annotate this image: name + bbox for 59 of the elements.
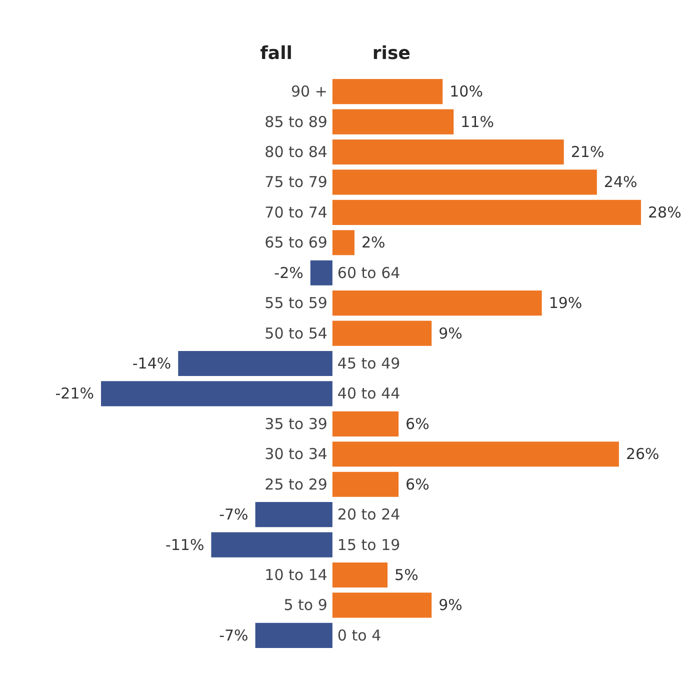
y-tick-label: 10 to 14 [264, 566, 328, 584]
bar [211, 532, 332, 558]
y-tick-label: 90 + [290, 82, 328, 101]
data-label: 9% [438, 324, 462, 342]
bar [332, 592, 432, 618]
y-tick-label: 60 to 64 [337, 264, 400, 282]
bar [332, 411, 399, 436]
y-tick-label: 40 to 44 [337, 384, 400, 403]
data-label: -11% [165, 536, 204, 554]
data-label: 2% [361, 234, 386, 252]
y-tick-label: 50 to 54 [264, 324, 328, 342]
text: fall [260, 43, 292, 64]
data-label: 21% [570, 142, 604, 161]
bar [101, 381, 332, 406]
y-tick-label: 20 to 24 [337, 506, 400, 524]
y-tick-label: 75 to 79 [264, 173, 328, 192]
y-tick-label: 0 to 4 [337, 626, 382, 644]
bar [332, 472, 399, 497]
data-label: -7% [219, 626, 248, 644]
bar [332, 200, 641, 225]
data-label: 9% [438, 596, 462, 614]
data-label: -7% [219, 506, 248, 524]
y-tick-label: 30 to 34 [264, 445, 328, 464]
y-tick-label: 15 to 19 [337, 536, 400, 554]
text: rise [372, 43, 410, 64]
data-label: 6% [406, 414, 430, 433]
y-tick-label: 65 to 69 [264, 234, 328, 252]
bar [332, 109, 454, 134]
bar [332, 230, 354, 256]
bar [332, 170, 597, 195]
y-tick-label: 45 to 49 [337, 354, 400, 372]
bar [178, 350, 332, 376]
y-tick-label: 55 to 59 [264, 294, 328, 312]
y-tick-label: 25 to 29 [264, 475, 328, 494]
bar [255, 502, 332, 528]
data-label: -21% [55, 384, 94, 403]
y-tick-label: 35 to 39 [264, 414, 328, 433]
bar [332, 562, 388, 588]
data-label: 5% [394, 566, 418, 584]
bar [332, 290, 542, 316]
data-label: 28% [648, 203, 682, 222]
data-label: -2% [274, 264, 304, 282]
data-label: 24% [604, 173, 638, 192]
y-tick-label: 80 to 84 [264, 142, 328, 161]
data-label: 11% [460, 112, 494, 131]
bar [332, 442, 619, 467]
data-label: -14% [132, 354, 172, 372]
y-tick-label: 70 to 74 [264, 203, 328, 222]
bar [310, 260, 332, 286]
data-label: 19% [548, 294, 582, 312]
y-tick-label: 85 to 89 [264, 112, 328, 131]
bar [332, 79, 443, 104]
data-label: 10% [450, 82, 483, 101]
bar [255, 622, 332, 648]
bar [332, 139, 564, 165]
bar [332, 320, 432, 346]
data-label: 26% [626, 445, 660, 464]
data-label: 6% [406, 475, 430, 494]
y-tick-label: 5 to 9 [284, 596, 328, 614]
